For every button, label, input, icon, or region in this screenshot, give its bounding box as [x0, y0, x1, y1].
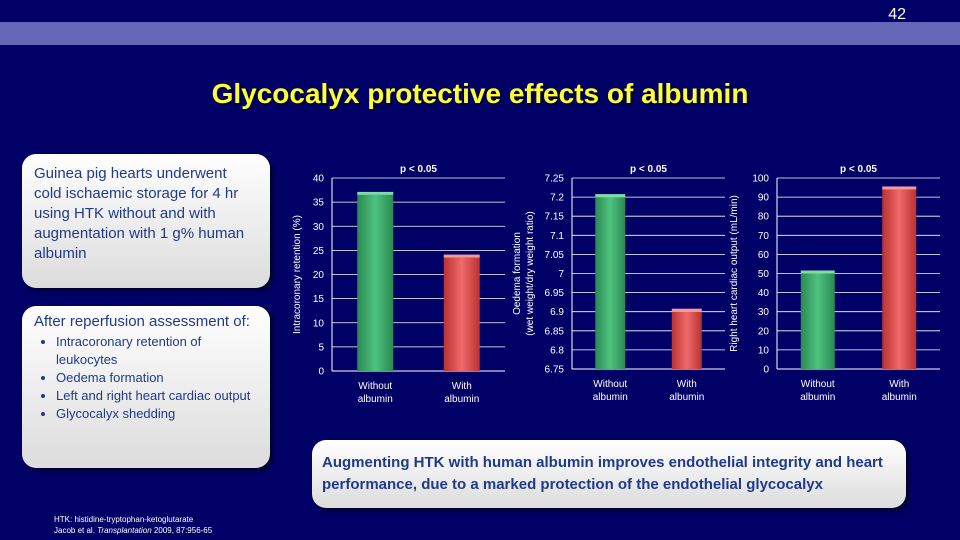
chart-y-axis-label-line: Intracoronary retention (%) [292, 215, 303, 334]
chart-y-tick-label: 7.1 [550, 231, 564, 242]
chart-y-tick-label: 7.2 [550, 193, 564, 204]
chart-x-tick-label: Without [801, 379, 835, 390]
chart-bar-top [357, 192, 393, 195]
footnote-abbreviation: HTK: histidine-tryptophan-ketoglutarate [54, 514, 212, 525]
chart-y-axis-label: Oedema formation(wet weight/dry weight r… [512, 211, 536, 336]
chart-x-tick-label: albumin [358, 394, 393, 405]
chart-x-tick-label: albumin [800, 392, 835, 403]
chart-y-tick-label: 0 [763, 365, 769, 376]
chart-x-tick-label: albumin [593, 392, 628, 403]
chart-y-tick-label: 5 [318, 342, 324, 353]
chart-x-tick-label: With [452, 381, 472, 392]
footnote-reference: Jacob et al. Transplantation 2009, 87:95… [54, 525, 212, 536]
chart-x-tick-label: albumin [882, 392, 917, 403]
chart-y-tick-label: 40 [758, 288, 770, 299]
chart-bar-top [672, 309, 702, 312]
chart-bar [595, 197, 625, 369]
chart-y-tick-label: 10 [313, 318, 325, 329]
chart-y-tick-label: 70 [758, 231, 770, 242]
chart-y-tick-label: 0 [318, 367, 324, 378]
chart-y-tick-label: 10 [758, 345, 770, 356]
chart-y-tick-label: 50 [758, 269, 770, 280]
chart-x-tick-label: Without [593, 379, 627, 390]
chart-bar-top [801, 271, 835, 274]
chart-y-tick-label: 6.95 [545, 288, 565, 299]
chart-x-tick-label: albumin [444, 394, 479, 405]
chart-bar-top [595, 194, 625, 197]
chart-y-tick-label: 80 [758, 212, 770, 223]
chart-y-tick-label: 60 [758, 250, 770, 261]
chart-y-tick-label: 6.8 [550, 345, 564, 356]
footnote: HTK: histidine-tryptophan-ketoglutarate … [54, 514, 212, 536]
chart-y-tick-label: 25 [313, 246, 325, 257]
chart-y-tick-label: 90 [758, 193, 770, 204]
chart-bar [444, 258, 480, 371]
chart-y-axis-label-line: Oedema formation [512, 232, 523, 315]
chart-y-tick-label: 35 [313, 198, 325, 209]
reference-authors: Jacob et al. [54, 526, 97, 535]
chart-bar-top [882, 186, 916, 189]
chart-x-tick-label: With [889, 379, 909, 390]
reference-details: 2009, 87:956-65 [152, 526, 213, 535]
chart-title: p < 0.05 [400, 164, 437, 175]
chart-bar [672, 312, 702, 369]
chart-bar-top [444, 255, 480, 258]
chart-x-tick-label: Without [358, 381, 392, 392]
chart-y-axis-label: Intracoronary retention (%) [292, 215, 303, 334]
chart-y-tick-label: 7 [558, 269, 564, 280]
chart-y-tick-label: 7.25 [545, 174, 565, 185]
reference-journal: Transplantation [97, 526, 152, 535]
chart-y-tick-label: 15 [313, 294, 325, 305]
chart-x-tick-label: albumin [669, 392, 704, 403]
chart-y-tick-label: 20 [313, 270, 325, 281]
chart-y-axis-label-line: Right heart cardiac output (mL/min) [729, 195, 740, 352]
chart-y-tick-label: 30 [313, 222, 325, 233]
chart-bar [801, 274, 835, 370]
chart-bar [357, 195, 393, 371]
chart-y-tick-label: 40 [313, 174, 325, 185]
chart-y-tick-label: 30 [758, 307, 770, 318]
chart-y-tick-label: 6.75 [545, 365, 565, 376]
chart-title: p < 0.05 [840, 164, 877, 175]
chart-y-axis-label: Right heart cardiac output (mL/min) [729, 195, 740, 352]
chart-y-tick-label: 6.85 [545, 326, 565, 337]
chart-y-tick-label: 7.15 [545, 212, 565, 223]
chart-title: p < 0.05 [630, 164, 667, 175]
chart-y-tick-label: 6.9 [550, 307, 564, 318]
chart-y-axis-label-line: (wet weight/dry weight ratio) [525, 211, 536, 336]
chart-y-tick-label: 20 [758, 326, 770, 337]
chart-x-tick-label: With [677, 379, 697, 390]
chart-bar [882, 189, 916, 369]
chart-y-tick-label: 7.05 [545, 250, 565, 261]
chart-y-tick-label: 100 [752, 174, 769, 185]
